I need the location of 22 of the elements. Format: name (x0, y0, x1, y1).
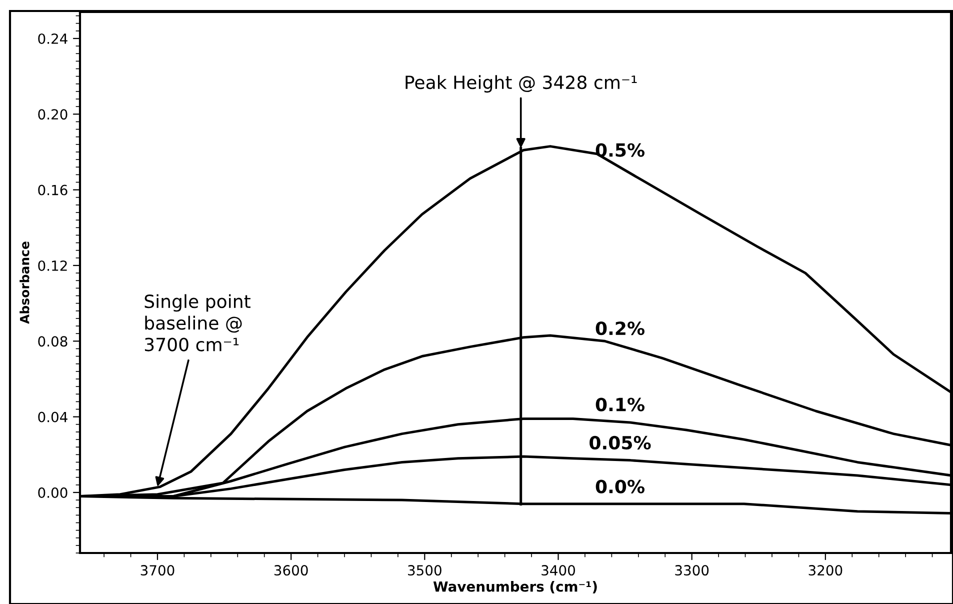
y-tick-label: 0.08 (38, 336, 68, 347)
x-tick-label: 3300 (675, 565, 709, 576)
series-label: 0.1% (596, 398, 644, 412)
y-tick-label: 0.24 (38, 33, 68, 44)
series-label: 0.0% (596, 480, 644, 494)
annotation: Single point baseline @ 3700 cm⁻¹ (144, 294, 250, 352)
y-tick-label: 0.12 (38, 260, 67, 271)
y-tick-label: 0.20 (38, 109, 68, 120)
x-tick-label: 3400 (542, 565, 575, 576)
x-tick-label: 3500 (408, 565, 442, 576)
x-tick-label: 3700 (140, 565, 174, 576)
annotation: Peak Height @ 3428 cm⁻¹ (406, 75, 637, 93)
x-axis-title: Wavenumbers (cm⁻¹) (433, 581, 597, 594)
series-label: 0.5% (596, 143, 644, 157)
y-tick-label: 0.04 (38, 412, 68, 422)
y-axis-title: Absorbance (20, 242, 30, 324)
series-label: 0.05% (590, 436, 651, 450)
series-label: 0.2% (596, 321, 644, 336)
x-tick-label: 3600 (274, 565, 308, 576)
y-tick-label: 0.00 (38, 487, 68, 498)
y-tick-label: 0.16 (38, 184, 68, 196)
x-tick-label: 3200 (808, 565, 842, 576)
